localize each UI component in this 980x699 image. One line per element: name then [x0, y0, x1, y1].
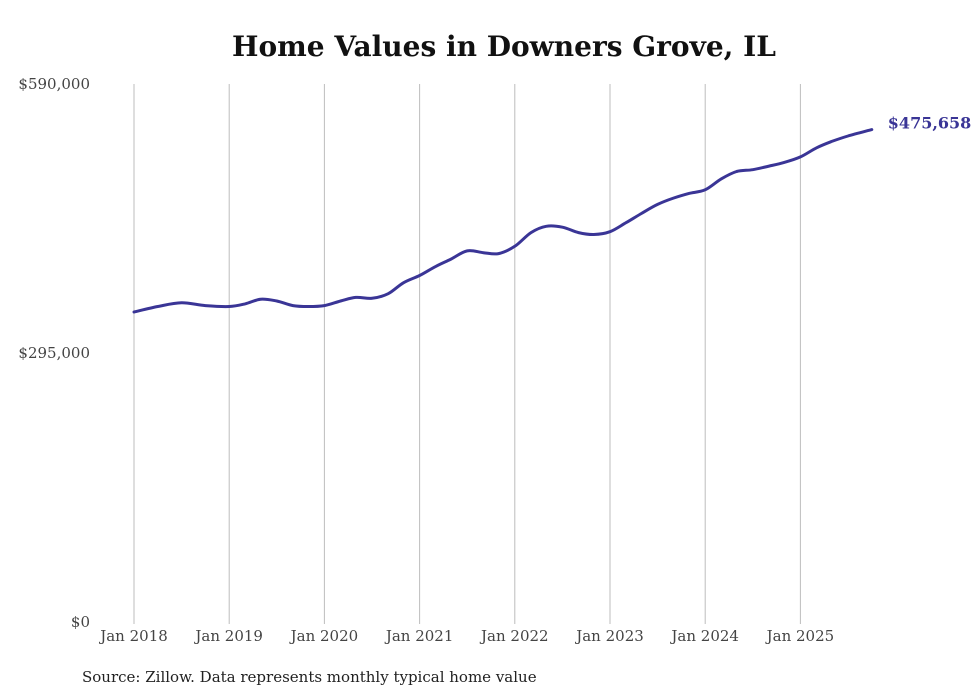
- source-note: Source: Zillow. Data represents monthly …: [82, 668, 537, 686]
- x-tick-label: Jan 2019: [193, 627, 263, 645]
- y-tick-label: $0: [71, 613, 90, 631]
- x-tick-label: Jan 2020: [289, 627, 359, 645]
- x-tick-label: Jan 2021: [384, 627, 454, 645]
- data-labels: $475,658: [888, 114, 972, 133]
- x-tick-label: Jan 2025: [765, 627, 835, 645]
- end-value-label: $475,658: [888, 114, 972, 133]
- series-layer: [132, 128, 874, 314]
- series-line: [132, 128, 874, 314]
- x-tick-label: Jan 2024: [669, 627, 739, 645]
- x-tick-label: Jan 2018: [98, 627, 168, 645]
- y-tick-label: $295,000: [18, 344, 90, 362]
- x-tick-label: Jan 2023: [574, 627, 644, 645]
- y-tick-label: $590,000: [18, 75, 90, 93]
- gridlines: [133, 84, 801, 624]
- chart-title: Home Values in Downers Grove, IL: [232, 30, 776, 63]
- x-tick-label: Jan 2022: [479, 627, 549, 645]
- axis-labels: Jan 2018 Jan 2019 Jan 2020 Jan 2021 Jan 2022…: [18, 75, 834, 645]
